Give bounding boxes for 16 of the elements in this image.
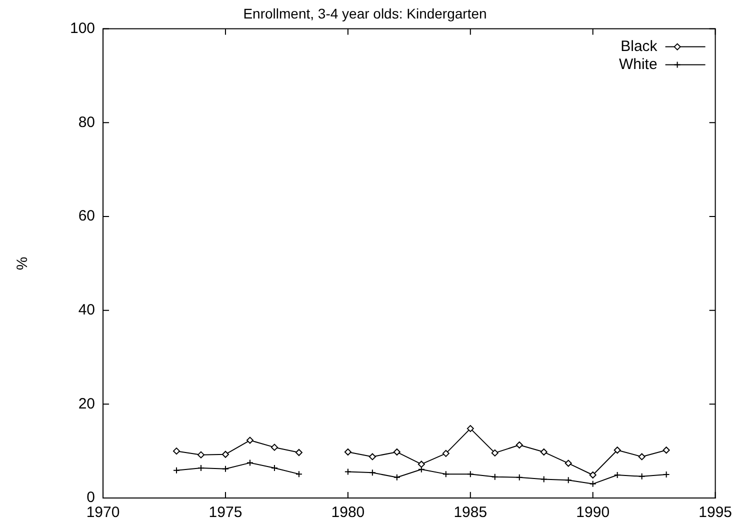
x-tick-label: 1980 (331, 504, 365, 522)
x-tick-label: 1975 (208, 504, 242, 522)
y-axis-title: % (14, 256, 32, 270)
chart-title: Enrollment, 3-4 year olds: Kindergarten (243, 5, 487, 22)
legend-label: White (618, 56, 658, 73)
y-tick-label: 100 (70, 20, 96, 37)
y-tick-label: 80 (78, 114, 96, 131)
legend-label: Black (620, 38, 658, 55)
y-tick-label: 0 (86, 489, 96, 506)
y-tick-label: 60 (78, 208, 96, 225)
x-tick-label: 1970 (86, 504, 120, 522)
y-tick-label: 40 (78, 301, 96, 318)
x-tick-label: 1995 (698, 504, 732, 522)
x-tick-label: 1985 (454, 504, 488, 522)
y-tick-label: 20 (78, 395, 96, 412)
x-tick-label: 1990 (576, 504, 610, 522)
